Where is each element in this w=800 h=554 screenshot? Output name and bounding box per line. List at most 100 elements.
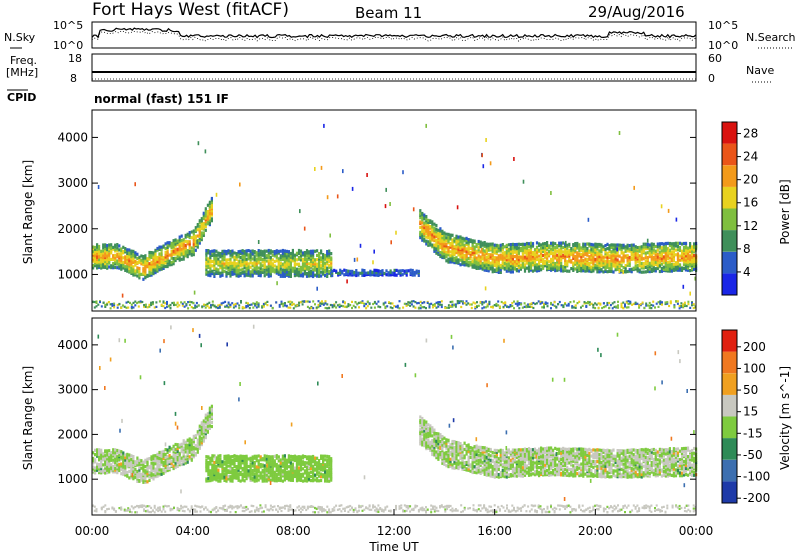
- ground-scatter-cell: [148, 305, 151, 308]
- echo-cell: [263, 274, 266, 278]
- echo-cell: [602, 255, 605, 259]
- echo-cell: [463, 239, 466, 243]
- echo-cell: [259, 455, 262, 459]
- echo-cell: [257, 474, 260, 478]
- echo-cell: [104, 468, 107, 472]
- ground-scatter-cell: [627, 300, 630, 303]
- echo-cell: [102, 251, 105, 255]
- echo-cell: [206, 222, 209, 226]
- echo-cell: [497, 260, 500, 264]
- echo-cell: [523, 255, 527, 259]
- echo-cell: [469, 250, 472, 255]
- echo-cell: [459, 255, 462, 259]
- echo-cell: [247, 253, 250, 257]
- echo-cell: [174, 248, 177, 252]
- echo-cell: [656, 248, 659, 252]
- echo-cell: [330, 259, 333, 263]
- ground-scatter-cell: [537, 300, 540, 303]
- echo-cell: [578, 254, 581, 258]
- echo-cell: [433, 239, 436, 243]
- echo-cell: [511, 259, 514, 263]
- echo-cell: [503, 256, 506, 260]
- echo-cell: [108, 252, 111, 256]
- echo-cell: [285, 256, 288, 260]
- noise-cell: [121, 293, 124, 298]
- echo-cell: [505, 266, 508, 270]
- echo-cell: [225, 461, 228, 465]
- echo-cell: [326, 253, 329, 258]
- echo-cell: [495, 262, 498, 266]
- echo-cell: [194, 226, 197, 230]
- echo-cell: [231, 467, 234, 471]
- echo-cell: [255, 467, 258, 471]
- echo-cell: [269, 455, 272, 459]
- ground-scatter-cell: [158, 300, 161, 303]
- ground-scatter-cell: [622, 301, 625, 304]
- echo-cell: [318, 254, 321, 258]
- noise-cell: [660, 204, 663, 209]
- echo-cell: [606, 255, 609, 259]
- echo-cell: [198, 436, 201, 440]
- echo-cell: [267, 467, 270, 471]
- echo-cell: [309, 269, 313, 273]
- echo-cell: [251, 261, 254, 265]
- echo-cell: [229, 274, 232, 278]
- ground-scatter-cell: [391, 302, 394, 305]
- echo-cell: [253, 456, 256, 460]
- ground-scatter-cell: [247, 305, 249, 308]
- echo-cell: [180, 252, 183, 256]
- echo-cell: [219, 271, 222, 275]
- echo-cell: [320, 249, 323, 253]
- echo-cell: [122, 459, 125, 463]
- ground-scatter-cell: [252, 302, 255, 305]
- echo-cell: [664, 258, 667, 262]
- echo-cell: [586, 253, 589, 257]
- echo-cell: [213, 471, 216, 475]
- echo-cell: [513, 263, 516, 267]
- echo-cell: [112, 264, 115, 268]
- echo-cell: [322, 258, 325, 262]
- ground-scatter-cell: [683, 303, 686, 306]
- echo-cell: [213, 268, 216, 272]
- echo-cell: [451, 238, 454, 242]
- echo-cell: [684, 241, 688, 245]
- echo-cell: [299, 270, 303, 274]
- echo-cell: [249, 261, 252, 265]
- ground-scatter-cell: [597, 302, 600, 305]
- echo-cell: [630, 247, 633, 252]
- echo-cell: [156, 462, 159, 466]
- echo-cell: [612, 256, 615, 260]
- echo-cell: [283, 471, 286, 475]
- echo-cell: [162, 463, 165, 467]
- echo-cell: [186, 240, 189, 244]
- noise-cell: [646, 238, 649, 243]
- echo-cell: [339, 272, 342, 276]
- noise-cell: [329, 233, 331, 238]
- echo-cell: [253, 261, 256, 265]
- echo-cell: [479, 250, 482, 254]
- echo-cell: [271, 459, 274, 463]
- echo-cell: [640, 249, 643, 253]
- echo-cell: [515, 247, 518, 251]
- echo-cell: [564, 258, 567, 263]
- echo-cell: [614, 245, 617, 249]
- echo-cell: [654, 267, 657, 271]
- echo-cell: [680, 254, 684, 258]
- echo-cell: [164, 452, 167, 456]
- echo-cell: [255, 253, 258, 257]
- echo-cell: [124, 255, 127, 259]
- echo-cell: [265, 477, 268, 481]
- ground-scatter-cell: [231, 302, 234, 305]
- echo-cell: [652, 245, 655, 249]
- colorbar-swatch: [722, 143, 737, 166]
- echo-cell: [632, 254, 635, 258]
- echo-cell: [499, 270, 502, 274]
- echo-cell: [584, 269, 587, 273]
- echo-cell: [670, 269, 673, 273]
- echo-cell: [174, 461, 177, 465]
- echo-cell: [146, 263, 149, 267]
- echo-cell: [100, 266, 103, 270]
- echo-cell: [136, 256, 139, 260]
- echo-cell: [190, 236, 193, 240]
- ground-scatter-cell: [377, 305, 380, 308]
